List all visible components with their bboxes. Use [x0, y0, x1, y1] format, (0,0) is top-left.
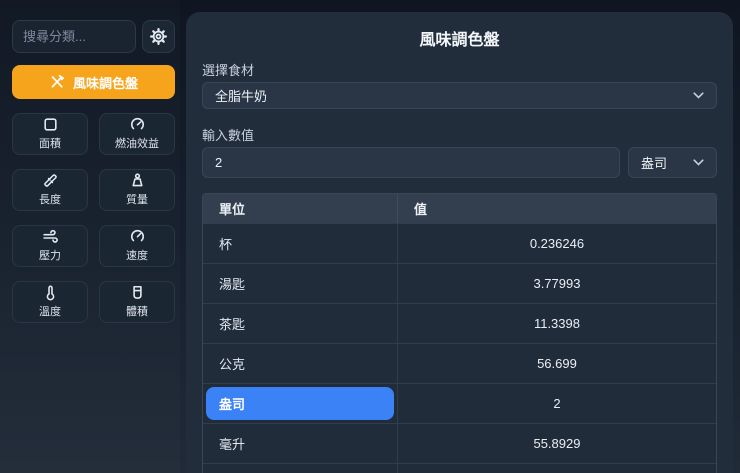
speed-gauge-icon	[129, 228, 146, 245]
utensils-icon	[49, 74, 65, 90]
sidebar-item-label: 風味調色盤	[72, 75, 138, 91]
unit-cell: 茶匙	[203, 304, 398, 343]
unit-name: 茶匙	[219, 317, 246, 332]
unit-name: 毫升	[219, 437, 246, 452]
conversion-table: 單位 值 杯 0.236246 湯匙 3.77993 茶匙 11.3398 公克 56.699…	[202, 193, 717, 473]
search-row	[12, 20, 175, 53]
sidebar-item-category-2[interactable]: 長度	[12, 169, 88, 211]
sidebar-item-category-4[interactable]: 壓力	[12, 225, 88, 267]
value-cell: 3.77993	[533, 276, 581, 291]
sidebar-item-category-6[interactable]: 溫度	[12, 281, 88, 323]
table-row[interactable]: 盎司 2	[203, 383, 716, 423]
table-row[interactable]: 茶匙 11.3398	[203, 303, 716, 343]
unit-cell: 湯匙	[203, 264, 398, 303]
chevron-down-icon	[693, 92, 704, 99]
header-unit: 單位	[203, 194, 398, 223]
table-body: 杯 0.236246 湯匙 3.77993 茶匙 11.3398 公克 56.699 盎司 2 毫升…	[203, 223, 716, 473]
sidebar-item-category-0[interactable]: 面積	[12, 113, 88, 155]
unit-cell: 盎司	[203, 384, 398, 423]
unit-name: 公克	[219, 357, 246, 372]
ingredient-label: 選擇食材	[202, 63, 255, 78]
value-cell: 56.699	[537, 356, 577, 371]
category-label: 速度	[126, 250, 148, 262]
category-label: 質量	[126, 194, 148, 206]
settings-button[interactable]	[142, 20, 175, 53]
unit-select[interactable]: 盎司	[628, 147, 717, 178]
value-cell: 2	[553, 396, 561, 411]
ruler-icon	[42, 172, 59, 189]
unit-name: 杯	[219, 237, 233, 252]
header-value: 值	[413, 202, 427, 217]
thermometer-icon	[42, 284, 59, 301]
unit-name: 湯匙	[219, 277, 246, 292]
page-title: 風味調色盤	[419, 32, 500, 49]
ingredient-selected-value: 全脂牛奶	[215, 89, 268, 104]
chevron-down-icon	[693, 159, 704, 166]
category-label: 燃油效益	[115, 138, 159, 150]
unit-selected-value: 盎司	[641, 156, 668, 171]
amount-row: 盎司	[202, 147, 717, 178]
amount-label: 輸入數值	[202, 128, 255, 143]
table-header: 單位 值	[203, 194, 716, 223]
category-label: 面積	[39, 138, 61, 150]
search-input[interactable]	[12, 20, 136, 53]
category-label: 溫度	[39, 306, 61, 318]
category-label: 壓力	[39, 250, 61, 262]
sidebar-item-flavor-palette[interactable]: 風味調色盤	[12, 65, 175, 99]
weight-icon	[129, 172, 146, 189]
amount-input[interactable]	[202, 147, 620, 178]
value-cell: 0.236246	[529, 236, 585, 251]
sidebar-item-category-3[interactable]: 質量	[99, 169, 175, 211]
category-label: 體積	[126, 306, 148, 318]
converter-panel: 風味調色盤 選擇食材 全脂牛奶 輸入數值 盎司 單位 值 杯 0.236246 湯匙…	[186, 12, 733, 473]
unit-cell	[203, 464, 398, 473]
table-row[interactable]: 湯匙 3.77993	[203, 263, 716, 303]
value-cell	[398, 464, 716, 473]
category-label: 長度	[39, 194, 61, 206]
unit-name-selected: 盎司	[206, 387, 394, 420]
square-icon	[42, 116, 59, 133]
cup-icon	[129, 284, 146, 301]
sidebar-item-category-1[interactable]: 燃油效益	[99, 113, 175, 155]
table-row[interactable]: 公克 56.699	[203, 343, 716, 383]
sidebar-item-category-7[interactable]: 體積	[99, 281, 175, 323]
unit-cell: 公克	[203, 344, 398, 383]
table-row[interactable]: 毫升 55.8929	[203, 423, 716, 463]
ingredient-select[interactable]: 全脂牛奶	[202, 82, 717, 109]
table-row-partial	[203, 463, 716, 473]
sidebar-item-category-5[interactable]: 速度	[99, 225, 175, 267]
unit-cell: 毫升	[203, 424, 398, 463]
fuel-gauge-icon	[129, 116, 146, 133]
category-grid: 面積 燃油效益長度 質量壓力 速度溫度 體積	[12, 113, 175, 323]
table-row[interactable]: 杯 0.236246	[203, 223, 716, 263]
gear-icon	[149, 27, 168, 46]
value-cell: 55.8929	[533, 436, 581, 451]
wind-icon	[42, 228, 59, 245]
unit-cell: 杯	[203, 224, 398, 263]
value-cell: 11.3398	[533, 316, 580, 331]
